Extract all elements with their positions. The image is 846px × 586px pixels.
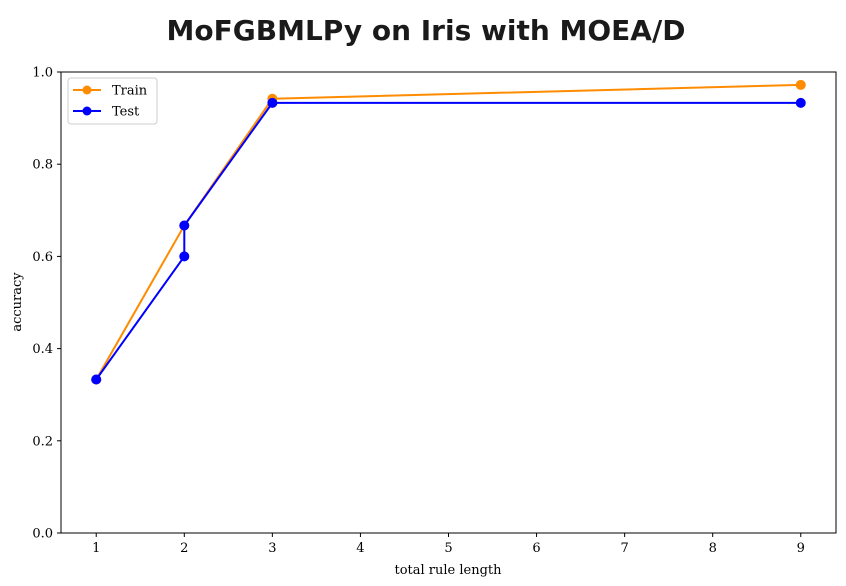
y-axis-label: accuracy — [10, 272, 25, 332]
x-tick-label: 2 — [180, 541, 188, 556]
series-line-train — [95, 83, 801, 380]
legend-label-test: Test — [112, 105, 140, 120]
y-tick-label: 0.4 — [32, 342, 53, 357]
axes-frame — [60, 71, 837, 534]
y-axis: 0.0 0.2 0.4 0.6 0.8 1.0 — [32, 66, 61, 542]
x-axis: 1 2 3 4 5 6 7 8 9 — [92, 533, 805, 556]
legend-marker-test — [82, 106, 92, 116]
series-line-test — [95, 101, 801, 381]
data-point-train — [795, 79, 806, 90]
y-tick-label: 0.6 — [32, 250, 53, 265]
x-tick-label: 4 — [356, 541, 364, 556]
x-tick-label: 7 — [620, 541, 628, 556]
data-point-test — [179, 251, 190, 262]
chart-title: MoFGBMLPy on Iris with MOEA/D — [167, 14, 686, 47]
data-point-test — [91, 374, 102, 385]
legend: Train Test — [67, 77, 158, 125]
x-tick-label: 5 — [444, 541, 452, 556]
y-tick-label: 0.2 — [32, 434, 53, 449]
x-tick-label: 9 — [797, 541, 805, 556]
data-point-test — [179, 220, 190, 231]
y-tick-label: 0.8 — [32, 158, 53, 173]
plot-area — [91, 79, 806, 385]
x-tick-label: 3 — [268, 541, 276, 556]
x-tick-label: 8 — [709, 541, 717, 556]
legend-marker-train — [82, 85, 92, 95]
legend-label-train: Train — [112, 84, 148, 99]
y-tick-label: 1.0 — [32, 66, 53, 81]
x-tick-label: 1 — [92, 541, 100, 556]
x-tick-label: 6 — [532, 541, 540, 556]
y-tick-label: 0.0 — [32, 527, 53, 542]
x-axis-label: total rule length — [394, 563, 502, 578]
data-point-test — [267, 97, 278, 108]
data-point-test — [795, 97, 806, 108]
